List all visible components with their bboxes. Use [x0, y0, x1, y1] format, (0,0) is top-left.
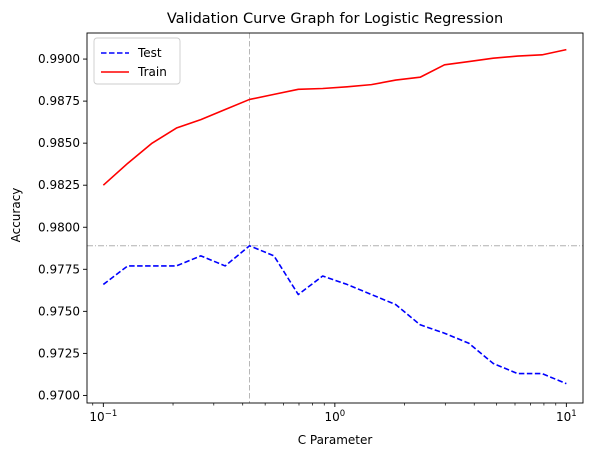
y-tick-label: 0.9750	[38, 304, 80, 318]
x-tick-label: 100	[324, 409, 345, 424]
plot-frame	[86, 32, 584, 404]
y-tick-label: 0.9900	[38, 52, 80, 66]
y-tick-label: 0.9725	[38, 346, 80, 360]
y-tick-label: 0.9875	[38, 94, 80, 108]
x-axis-label: C Parameter	[298, 433, 373, 447]
series-line-train	[102, 48, 567, 186]
legend-box	[93, 37, 181, 85]
y-axis-label: Accuracy	[9, 188, 23, 243]
chart-title: Validation Curve Graph for Logistic Regr…	[167, 11, 503, 27]
legend: Test Train	[93, 37, 181, 85]
legend-label-train: Train	[137, 65, 167, 79]
y-tick-label: 0.9775	[38, 262, 80, 276]
x-tick-label: 10−1	[89, 409, 117, 424]
x-tick-label: 101	[556, 409, 577, 424]
y-tick-label: 0.9800	[38, 220, 80, 234]
y-tick-label: 0.9825	[38, 178, 80, 192]
y-tick-label: 0.9850	[38, 136, 80, 150]
legend-label-test: Test	[137, 46, 162, 60]
series-line-test	[102, 244, 567, 385]
y-tick-label: 0.9700	[38, 388, 80, 402]
